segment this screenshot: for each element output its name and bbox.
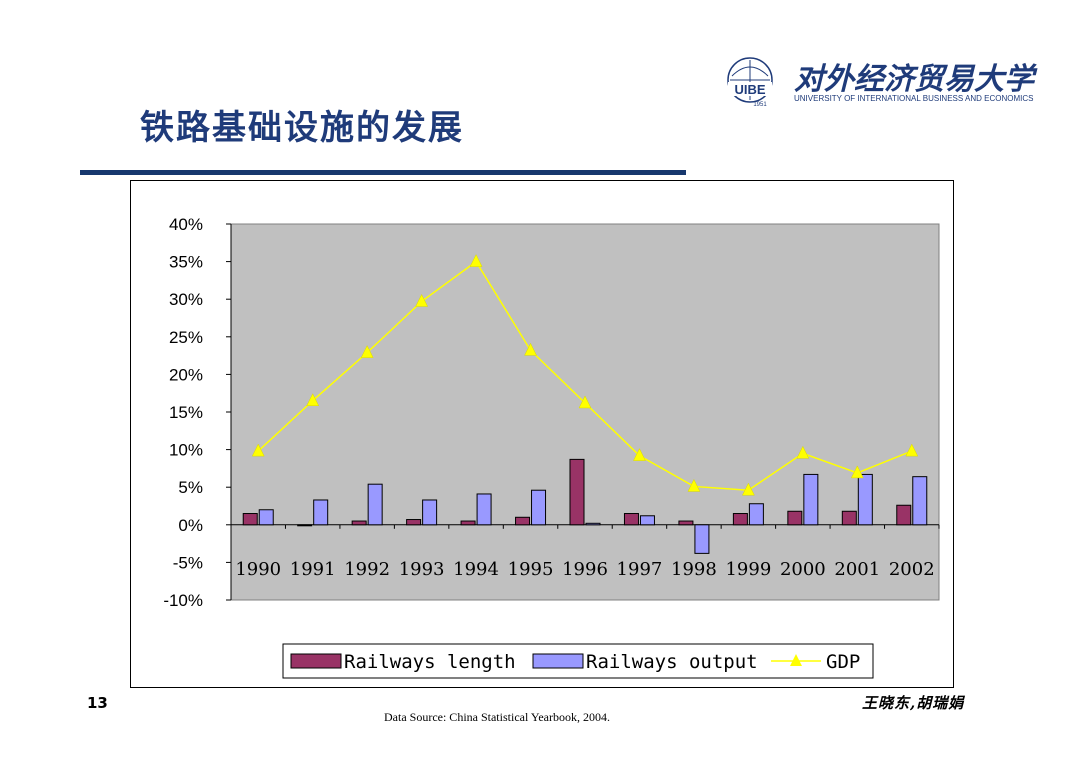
y-tick-label: 35% (169, 253, 203, 272)
railways-length-bar (732, 513, 748, 526)
y-tick-label: -10% (163, 591, 203, 610)
railways-output-bar (694, 524, 710, 554)
railways-length-bar (297, 524, 313, 527)
x-tick-label: 1994 (453, 559, 499, 580)
y-tick-label: -5% (173, 553, 203, 572)
x-tick-label: 2002 (889, 559, 935, 580)
gdp-point-marker (633, 448, 646, 461)
gdp-point-marker (687, 478, 701, 492)
author-signature: 王晓东,胡瑞娟 (862, 694, 965, 712)
gdp-point-marker (741, 482, 755, 496)
x-tick-label: 1990 (235, 559, 281, 580)
gdp-point-marker (578, 395, 592, 409)
gdp-point-marker (251, 443, 265, 457)
legend-label-railways-length: Railways length (344, 651, 516, 673)
legend-label-railways-output: Railways output (586, 651, 758, 673)
legend-swatch-railways-output (532, 653, 584, 669)
gdp-point-marker (524, 342, 537, 356)
y-tick-label: 25% (169, 328, 203, 347)
university-emblem-icon: UIBE 1951 (727, 57, 773, 108)
x-tick-label: 1993 (399, 559, 445, 580)
railways-output-bar (367, 483, 383, 526)
railways-output-bar (476, 493, 492, 526)
title-underline (80, 170, 686, 175)
y-tick-label: 20% (169, 365, 203, 384)
railways-length-bar (406, 519, 422, 526)
railways-output-bar (639, 515, 655, 526)
gdp-point-marker (360, 345, 374, 358)
gdp-point-marker (415, 293, 429, 307)
y-tick-label: 30% (169, 290, 203, 309)
y-tick-label: 40% (169, 215, 203, 234)
y-tick-label: 5% (178, 478, 203, 497)
railways-length-bar (242, 513, 258, 526)
railways-output-bar (912, 476, 928, 526)
railways-output-bar (422, 499, 438, 526)
university-logo: UIBE 1951 对外经济贸易大学 UNIVERSITY OF INTERNA… (722, 54, 1034, 110)
gdp-point-marker (796, 445, 810, 459)
gdp-point-marker (306, 393, 320, 406)
x-tick-label: 2001 (834, 559, 880, 580)
gdp-point-marker (469, 254, 483, 267)
legend-label-gdp: GDP (826, 651, 860, 673)
emblem-text: UIBE (734, 82, 765, 97)
chart-frame: 40% 35% 30% 25% 20% 15% 10% 5% 0% -5% -10% 1990 1991… (130, 180, 954, 688)
page-number: 13 (87, 694, 108, 712)
railways-length-bar (841, 510, 857, 526)
slide-title: 铁路基础设施的发展 (140, 108, 464, 148)
railways-length-bar (678, 520, 694, 526)
data-source-note: Data Source: China Statistical Yearbook,… (384, 710, 610, 724)
x-tick-label: 2000 (780, 559, 826, 580)
railways-length-bar (569, 458, 585, 526)
emblem-year: 1951 (753, 102, 767, 108)
railways-length-bar (787, 510, 803, 526)
railways-output-bar (857, 473, 873, 526)
legend-swatch-railways-length (290, 653, 342, 669)
railways-length-bar (460, 520, 476, 526)
x-tick-label: 1991 (290, 559, 336, 580)
gdp-point-marker (905, 443, 919, 457)
railways-output-bar (531, 489, 547, 526)
x-tick-label: 1999 (725, 559, 771, 580)
railways-output-bar (585, 522, 601, 526)
railways-length-bar (351, 520, 367, 526)
railways-length-bar (896, 504, 912, 526)
growth-chart: 40% 35% 30% 25% 20% 15% 10% 5% 0% -5% -10% 1990 1991… (163, 215, 940, 679)
university-name: 对外经济贸易大学 (794, 62, 1034, 97)
y-tick-label: 15% (169, 403, 203, 422)
x-tick-label: 1997 (617, 559, 663, 580)
legend-swatch-gdp-marker (790, 654, 802, 666)
railways-length-bar (623, 513, 639, 526)
x-tick-label: 1995 (508, 559, 554, 580)
x-tick-label: 1996 (562, 559, 608, 580)
x-tick-label: 1992 (344, 559, 390, 580)
y-tick-label: 10% (169, 441, 203, 460)
railways-output-bar (313, 499, 329, 526)
gdp-point-marker (850, 465, 864, 479)
railways-length-bar (515, 516, 531, 526)
plot-area (230, 223, 940, 601)
x-tick-label: 1998 (671, 559, 717, 580)
railways-output-bar (748, 503, 764, 526)
university-english-name: UNIVERSITY OF INTERNATIONAL BUSINESS AND… (794, 94, 1034, 103)
y-tick-label: 0% (178, 516, 203, 535)
railways-output-bar (803, 473, 819, 526)
railways-output-bar (258, 509, 274, 526)
